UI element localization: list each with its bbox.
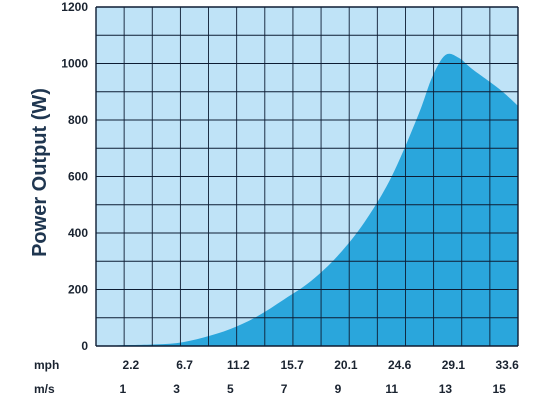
mph-tick-label: 24.6 bbox=[388, 358, 412, 372]
y-tick-label: 600 bbox=[68, 170, 88, 184]
mph-tick-label: 2.2 bbox=[123, 358, 140, 372]
y-axis-label: Power Output (W) bbox=[29, 88, 51, 257]
mph-tick-label: 11.2 bbox=[227, 358, 250, 372]
y-tick-label: 1200 bbox=[61, 0, 88, 14]
mph-tick-label: 20.1 bbox=[334, 358, 358, 372]
ms-row-label: m/s bbox=[34, 382, 55, 396]
power-area bbox=[109, 53, 519, 346]
ms-tick-label: 7 bbox=[281, 382, 288, 396]
mph-tick-label: 33.6 bbox=[496, 358, 520, 372]
ms-tick-label: 1 bbox=[120, 382, 127, 396]
mph-tick-label: 6.7 bbox=[176, 358, 193, 372]
mph-tick-label: 29.1 bbox=[442, 358, 466, 372]
y-tick-label: 800 bbox=[68, 113, 88, 127]
ms-tick-label: 15 bbox=[493, 382, 507, 396]
mph-row-label: mph bbox=[34, 358, 59, 372]
ms-tick-label: 11 bbox=[385, 382, 398, 396]
y-tick-label: 200 bbox=[68, 283, 88, 297]
ms-tick-label: 13 bbox=[439, 382, 453, 396]
ms-tick-label: 9 bbox=[335, 382, 342, 396]
y-tick-label: 0 bbox=[81, 339, 88, 353]
mph-tick-label: 15.7 bbox=[280, 358, 304, 372]
ms-tick-label: 5 bbox=[227, 382, 234, 396]
y-tick-label: 400 bbox=[68, 226, 88, 240]
y-tick-label: 1000 bbox=[61, 57, 88, 71]
ms-tick-label: 3 bbox=[173, 382, 180, 396]
